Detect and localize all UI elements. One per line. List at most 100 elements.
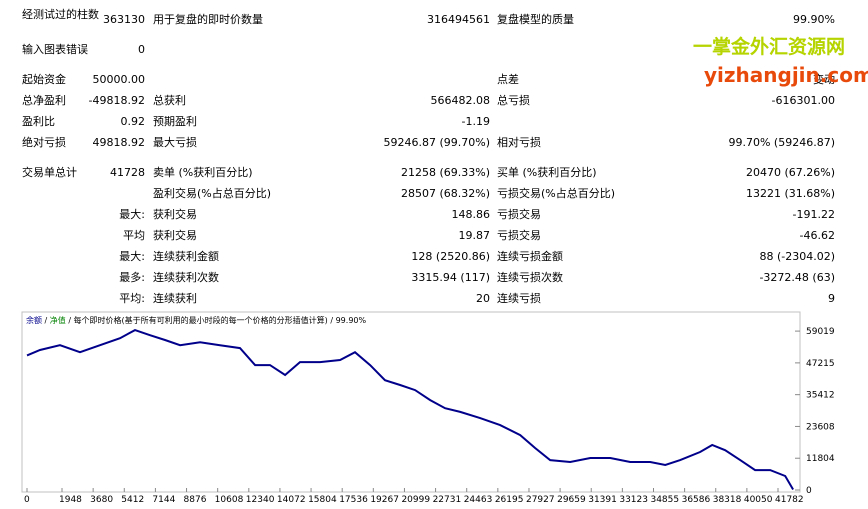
x-tick-label: 15804 [308, 495, 337, 505]
stat-label: 亏损交易 [497, 229, 541, 242]
stat-value: 316494561 [427, 13, 490, 26]
x-tick-label: 0 [24, 495, 30, 505]
stat-label: 绝对亏损 [22, 136, 66, 149]
x-tick-label: 34855 [650, 495, 679, 505]
stat-value: -191.22 [792, 208, 835, 221]
legend-entry: 余额 [26, 315, 42, 325]
balance-line [26, 329, 794, 491]
stat-value: 148.86 [451, 208, 491, 221]
x-tick-label: 5412 [121, 495, 144, 505]
stat-label: 连续亏损次数 [497, 271, 563, 284]
separator: / [66, 316, 74, 325]
stat-value: 28507 (68.32%) [400, 187, 490, 200]
stat-label: 连续获利 [153, 292, 197, 305]
stat-value: -49818.92 [88, 94, 145, 107]
x-tick-label: 40050 [744, 495, 773, 505]
x-tick-label: 26195 [495, 495, 524, 505]
x-tick-label: 24463 [464, 495, 493, 505]
stat-value: 变动 [813, 73, 835, 86]
stat-label: 总亏损 [497, 94, 530, 107]
stat-value: 99.90% [793, 13, 835, 26]
stat-value: 最大: [119, 208, 145, 221]
x-tick-label: 36586 [682, 495, 711, 505]
stat-label: 亏损交易(%占总百分比) [497, 187, 616, 200]
stat-label: 经测试过的柱数 [22, 8, 99, 21]
x-tick-label: 29659 [557, 495, 586, 505]
stat-label: 用于复盘的即时价数量 [153, 13, 263, 26]
stat-label: 盈利比 [22, 115, 55, 128]
stat-label: 连续获利次数 [153, 271, 219, 284]
stat-value: 最多: [119, 271, 145, 284]
stat-value: 最大: [119, 250, 145, 263]
separator: / [328, 316, 336, 325]
stat-value: 99.70% (59246.87) [728, 136, 835, 149]
x-tick-label: 31391 [588, 495, 617, 505]
stat-value: 19.87 [458, 229, 491, 242]
x-tick-label: 27927 [526, 495, 555, 505]
x-tick-label: 38318 [713, 495, 742, 505]
y-tick-label: 11804 [806, 454, 835, 464]
x-tick-label: 10608 [215, 495, 244, 505]
x-tick-label: 20999 [401, 495, 430, 505]
x-tick-label: 14072 [277, 495, 306, 505]
stat-label: 连续获利金额 [153, 250, 219, 263]
stat-value: -3272.48 (63) [759, 271, 835, 284]
stat-value: 平均: [119, 292, 145, 305]
stat-label: 总净盈利 [22, 94, 66, 107]
stat-label: 获利交易 [153, 229, 197, 242]
stat-value: 21258 (69.33%) [400, 166, 490, 179]
stat-value: 363130 [103, 13, 145, 26]
stat-value: 59246.87 (99.70%) [383, 136, 490, 149]
chart-label: 每个即时价格(基于所有可利用的最小时段的每一个价格的分形插值计算) [74, 315, 328, 325]
stat-value: 13221 (31.68%) [745, 187, 835, 200]
y-tick-label: 23608 [806, 422, 835, 432]
stat-value: 88 (-2304.02) [759, 250, 835, 263]
stat-label: 最大亏损 [153, 136, 197, 149]
stat-value: 3315.94 (117) [411, 271, 490, 284]
stat-label: 卖单 (%获利百分比) [153, 166, 253, 179]
stat-label: 起始资金 [22, 73, 66, 86]
stat-value: -1.19 [461, 115, 490, 128]
x-tick-label: 7144 [152, 495, 175, 505]
stat-value: 49818.92 [92, 136, 146, 149]
x-tick-label: 17536 [339, 495, 368, 505]
chart-label: 净值 [50, 315, 66, 325]
y-tick-label: 0 [806, 486, 812, 496]
watermark: 一掌金外汇资源网 [693, 36, 846, 58]
stat-label: 输入图表错误 [22, 43, 88, 56]
stat-label: 复盘模型的质量 [497, 13, 574, 26]
stat-value: 20 [476, 292, 490, 305]
y-tick-label: 47215 [806, 359, 835, 369]
x-tick-label: 19267 [370, 495, 399, 505]
watermark: yizhangjin.com [704, 63, 868, 87]
stat-value: 0.92 [120, 115, 146, 128]
stat-value: 0 [138, 43, 145, 56]
stat-value: 128 (2520.86) [411, 250, 490, 263]
stat-label: 点差 [497, 73, 519, 86]
x-tick-label: 3680 [90, 495, 113, 505]
stat-label: 连续亏损金额 [497, 250, 563, 263]
x-tick-label: 22731 [433, 495, 462, 505]
stat-label: 亏损交易 [497, 208, 541, 221]
x-tick-label: 12340 [246, 495, 275, 505]
x-tick-label: 8876 [184, 495, 207, 505]
stat-label: 连续亏损 [497, 292, 541, 305]
stat-value: 平均 [123, 229, 145, 242]
x-tick-label: 1948 [59, 495, 82, 505]
stat-label: 盈利交易(%占总百分比) [153, 187, 272, 200]
stat-value: 566482.08 [430, 94, 491, 107]
stat-value: 9 [828, 292, 835, 305]
stat-label: 买单 (%获利百分比) [497, 166, 597, 179]
stat-value: 50000.00 [92, 73, 146, 86]
stat-value: 41728 [110, 166, 145, 179]
stat-label: 获利交易 [153, 208, 197, 221]
stat-value: -616301.00 [771, 94, 835, 107]
x-tick-label: 33123 [619, 495, 648, 505]
stat-label: 总获利 [153, 94, 186, 107]
stat-label: 交易单总计 [22, 166, 77, 179]
stat-value: -46.62 [799, 229, 835, 242]
separator: / [42, 316, 50, 325]
chart-label: 99.90% [336, 316, 367, 325]
